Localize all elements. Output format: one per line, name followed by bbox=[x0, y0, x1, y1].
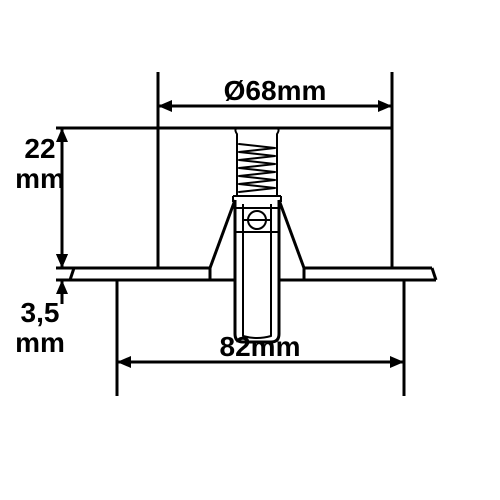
technical-drawing: Ø68mm22mm3,5mm82mm bbox=[0, 0, 500, 500]
dim-thickness-unit: mm bbox=[15, 327, 65, 358]
dim-height-value: 22 bbox=[24, 133, 55, 164]
dim-height-unit: mm bbox=[15, 163, 65, 194]
dim-thickness-value: 3,5 bbox=[21, 297, 60, 328]
dim-top-diameter: Ø68mm bbox=[224, 75, 327, 106]
dim-bottom-width: 82mm bbox=[220, 331, 301, 362]
